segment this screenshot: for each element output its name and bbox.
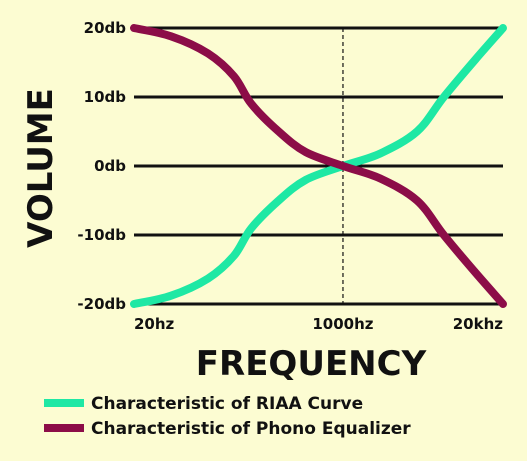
y-tick-label-1: 10db	[84, 88, 127, 106]
y-axis-title: VOLUME	[21, 88, 61, 248]
x-tick-label-0: 20hz	[134, 315, 175, 333]
y-tick-label-4: -20db	[77, 295, 126, 313]
x-tick-label-1: 1000hz	[312, 315, 373, 333]
series-lines	[130, 24, 507, 308]
y-tick-label-0: 20db	[84, 19, 127, 37]
legend-label-1: Characteristic of Phono Equalizer	[91, 419, 411, 439]
y-tick-label-2: 0db	[94, 157, 126, 175]
x-tick-label-2: 20khz	[453, 315, 504, 333]
legend: Characteristic of RIAA Curve Characterist…	[44, 394, 411, 439]
y-tick-label-3: -10db	[77, 226, 126, 244]
series-line-0	[130, 24, 507, 308]
x-axis-title: FREQUENCY	[196, 344, 427, 384]
x-tick-labels: 20hz 1000hz 20khz	[134, 315, 503, 333]
series-line-1	[130, 24, 507, 308]
grid-lines	[134, 26, 503, 306]
legend-label-0: Characteristic of RIAA Curve	[91, 394, 363, 414]
y-tick-labels: 20db 10db 0db -10db -20db	[77, 19, 126, 313]
